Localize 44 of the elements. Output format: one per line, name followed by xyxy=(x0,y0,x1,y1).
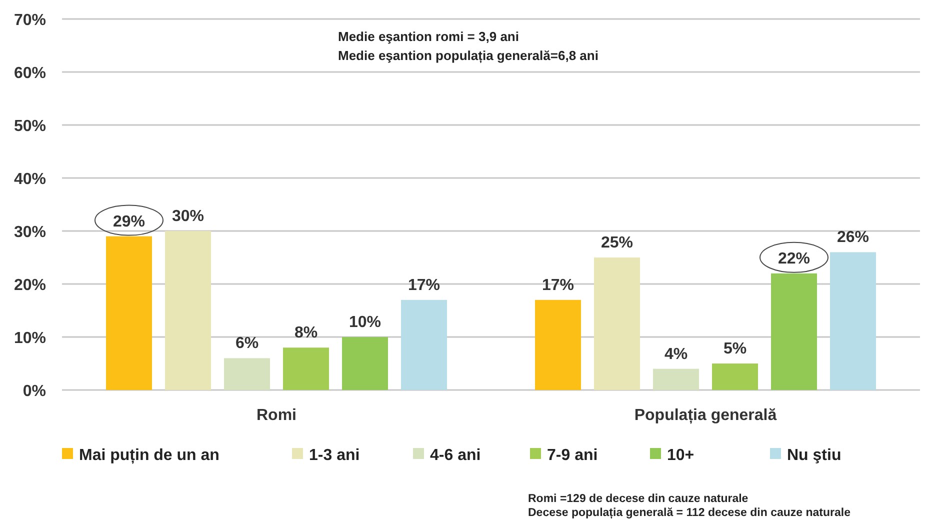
data-label: 5% xyxy=(723,340,747,358)
y-tick-label: 70% xyxy=(14,12,46,29)
bar xyxy=(712,364,758,390)
y-tick-label: 0% xyxy=(22,383,46,400)
bar xyxy=(830,252,876,390)
data-label: 17% xyxy=(408,276,440,294)
bar xyxy=(594,258,640,390)
data-label: 17% xyxy=(542,276,574,294)
x-tick-label: Populația generală xyxy=(634,407,777,424)
y-tick-label: 40% xyxy=(14,171,46,188)
data-label: 10% xyxy=(348,314,382,331)
y-tick-label: 20% xyxy=(14,277,46,294)
legend-label: 1-3 ani xyxy=(309,447,360,464)
text: Decese populația generală = 112 decese din cauze naturale xyxy=(528,507,850,519)
bar xyxy=(653,368,699,390)
data-label: 25% xyxy=(600,234,634,252)
y-tick-label: 50% xyxy=(14,118,46,135)
bar xyxy=(283,348,329,390)
annotation: Medie eşantion romi = 3,9 ani xyxy=(338,29,519,44)
bar xyxy=(342,337,388,390)
data-label: 8% xyxy=(294,324,318,342)
data-label: 29% xyxy=(112,213,146,230)
bar xyxy=(401,300,447,390)
legend-label: Mai puțin de un an xyxy=(79,447,220,464)
bar xyxy=(535,300,581,390)
legend-label: 4-6 ani xyxy=(430,447,481,464)
data-label: 26% xyxy=(836,229,870,246)
bar xyxy=(771,273,817,390)
bar xyxy=(165,231,211,390)
data-label: 30% xyxy=(172,208,204,225)
bar xyxy=(106,236,152,390)
data-label: 4% xyxy=(664,346,688,363)
legend-label: 10+ xyxy=(667,447,694,464)
data-label: 6% xyxy=(235,335,259,352)
annotation: Medie eşantion populația generală=6,8 ani xyxy=(338,48,598,64)
legend-label: Nu ştiu xyxy=(787,447,842,464)
bar xyxy=(224,358,270,390)
x-tick-label: Romi xyxy=(256,407,296,424)
data-label: 22% xyxy=(778,250,810,268)
y-tick-label: 60% xyxy=(14,65,46,82)
y-tick-label: 30% xyxy=(14,224,46,241)
text: Romi =129 de decese din cauze naturale xyxy=(528,493,748,505)
legend-label: 7-9 ani xyxy=(547,447,598,464)
y-tick-label: 10% xyxy=(14,330,46,347)
